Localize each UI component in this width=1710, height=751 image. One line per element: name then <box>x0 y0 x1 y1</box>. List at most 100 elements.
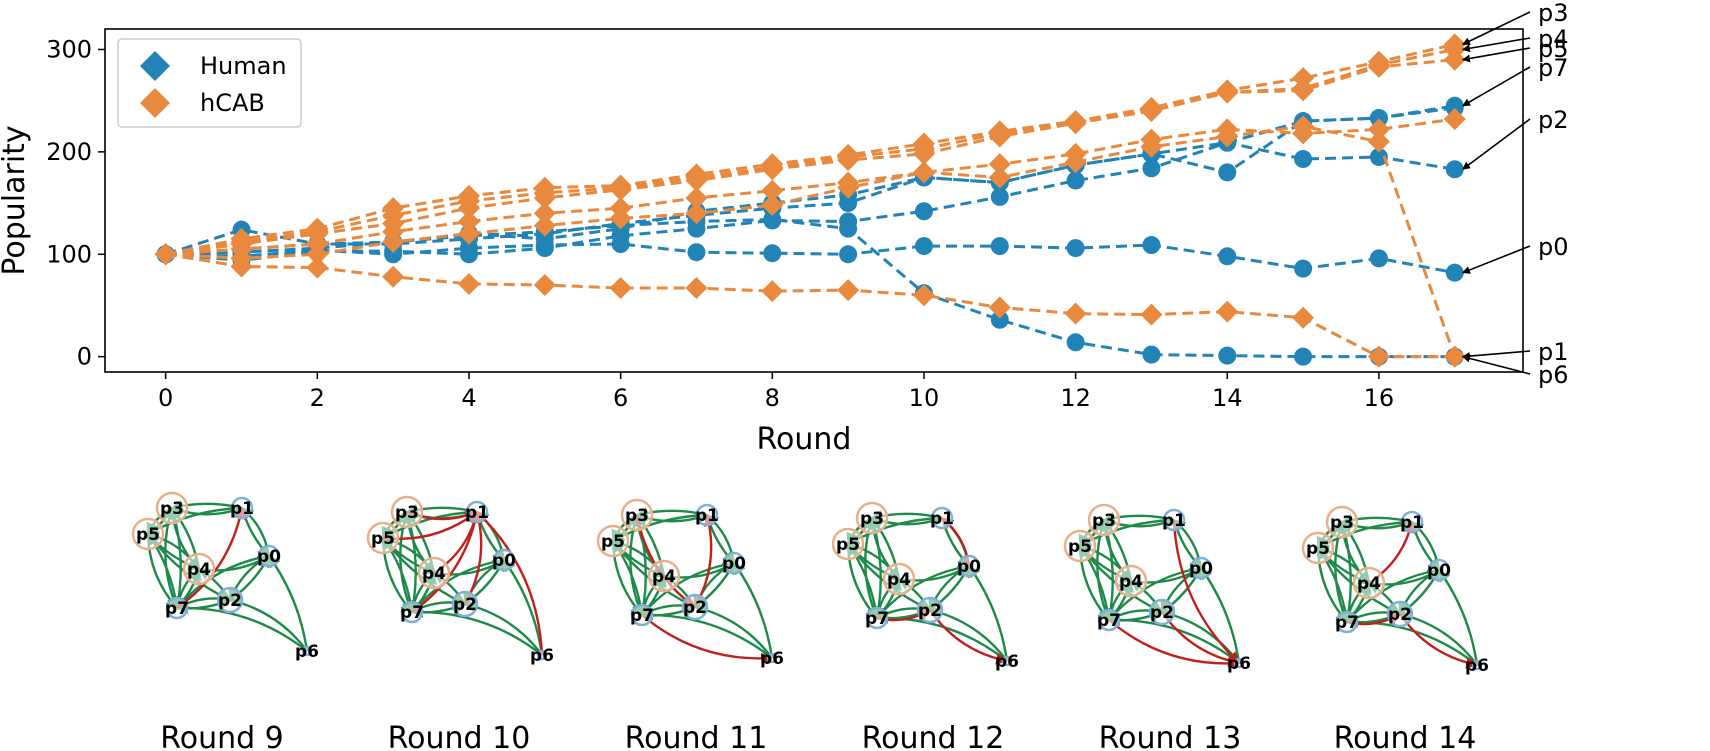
node-label-p6: p6 <box>530 646 554 666</box>
data-point <box>459 245 478 264</box>
data-point <box>685 277 708 300</box>
callout-arrow-p6 <box>1461 354 1531 375</box>
series-line <box>165 217 1455 359</box>
node-label-p5: p5 <box>1068 537 1092 557</box>
series-line <box>165 42 1456 256</box>
node-p1 <box>695 503 719 527</box>
data-point <box>1142 236 1161 255</box>
callout-arrow-p7 <box>1462 66 1531 107</box>
node-label-p6: p6 <box>295 642 319 662</box>
node-p4 <box>417 556 451 590</box>
node-label-p5: p5 <box>1306 539 1330 559</box>
node-label-p0: p0 <box>257 547 281 567</box>
data-point <box>609 277 632 300</box>
node-p5 <box>366 521 400 555</box>
data-point <box>990 237 1009 256</box>
data-point <box>837 176 860 199</box>
series-hcab-p5 <box>154 48 1466 266</box>
node-label-p1: p1 <box>230 499 254 519</box>
x-tick-label: 10 <box>909 384 940 412</box>
data-point <box>685 169 708 192</box>
data-point <box>535 229 554 248</box>
node-p2 <box>916 596 944 624</box>
round-caption: Round 12 <box>862 721 1005 751</box>
callout-label-p4: p4 <box>1538 25 1569 53</box>
y-tick-label: 0 <box>77 343 92 371</box>
node-p6 <box>1471 659 1483 671</box>
node-p4 <box>882 562 916 596</box>
node-label-p7: p7 <box>1097 611 1121 631</box>
callout-label-p5: p5 <box>1538 35 1569 63</box>
data-point <box>761 194 784 217</box>
callout-label-p2: p2 <box>1538 106 1569 134</box>
series-line <box>165 141 1455 262</box>
data-point <box>988 153 1011 176</box>
round-caption: Round 13 <box>1099 721 1242 751</box>
node-label-p7: p7 <box>630 606 654 626</box>
y-tick-label: 300 <box>46 35 92 63</box>
network-graph-6: p3 p1 p5 p0 p4 p7 p2 p6 Round 14 <box>1301 505 1489 751</box>
node-p6 <box>766 652 778 664</box>
node-label-p5: p5 <box>836 535 860 555</box>
data-point <box>1216 125 1239 148</box>
node-label-p7: p7 <box>1335 613 1359 633</box>
edge-p6-p7 <box>410 605 543 656</box>
data-point <box>1369 147 1388 166</box>
node-label-p3: p3 <box>1330 513 1354 533</box>
series-hcab-p1 <box>154 115 1466 368</box>
data-point <box>1367 55 1390 78</box>
data-point <box>837 149 860 172</box>
data-point <box>609 207 632 230</box>
round-caption: Round 14 <box>1334 721 1477 751</box>
x-tick-label: 16 <box>1364 384 1395 412</box>
node-label-p1: p1 <box>1400 513 1424 533</box>
data-point <box>839 245 858 264</box>
data-point <box>988 166 1011 189</box>
network-graph-3: p3 p1 p5 p0 p4 p7 p2 p6 Round 11 <box>596 498 784 751</box>
round-caption: Round 10 <box>388 721 531 751</box>
x-tick-label: 6 <box>613 384 628 412</box>
node-label-p3: p3 <box>625 506 649 526</box>
node-p4 <box>182 552 216 586</box>
node-label-p3: p3 <box>1092 511 1116 531</box>
data-point <box>457 222 480 245</box>
node-p4 <box>647 559 681 593</box>
x-axis-label: Round <box>757 422 852 457</box>
data-point <box>1066 239 1085 258</box>
data-point <box>1064 112 1087 135</box>
node-label-p4: p4 <box>422 564 446 584</box>
data-point <box>685 202 708 225</box>
node-label-p4: p4 <box>887 570 911 590</box>
node-label-p4: p4 <box>1357 574 1381 594</box>
node-label-p0: p0 <box>957 557 981 577</box>
node-p3 <box>1325 505 1359 539</box>
series-line <box>165 58 1455 256</box>
node-p6 <box>536 649 548 661</box>
callout-arrow-p5 <box>1461 47 1531 63</box>
data-point <box>533 214 556 237</box>
data-point <box>1292 306 1315 329</box>
node-p2 <box>451 590 479 618</box>
data-point <box>1216 81 1239 104</box>
callout-label-p6: p6 <box>1538 361 1569 389</box>
node-p3 <box>390 495 424 529</box>
node-p0 <box>957 554 981 578</box>
data-point <box>306 243 329 266</box>
series-line <box>165 104 1455 256</box>
x-tick-label: 2 <box>310 384 325 412</box>
node-p3 <box>155 491 189 525</box>
node-label-p1: p1 <box>695 506 719 526</box>
round-caption: Round 11 <box>625 721 768 751</box>
node-p5 <box>596 524 630 558</box>
node-p7 <box>400 600 424 624</box>
node-label-p3: p3 <box>160 499 184 519</box>
data-point <box>533 186 556 209</box>
node-p0 <box>492 548 516 572</box>
data-point <box>1142 159 1161 178</box>
node-label-p1: p1 <box>465 503 489 523</box>
node-label-p6: p6 <box>1227 654 1251 674</box>
node-p7 <box>165 596 189 620</box>
node-label-p2: p2 <box>453 595 477 615</box>
node-label-p3: p3 <box>395 503 419 523</box>
